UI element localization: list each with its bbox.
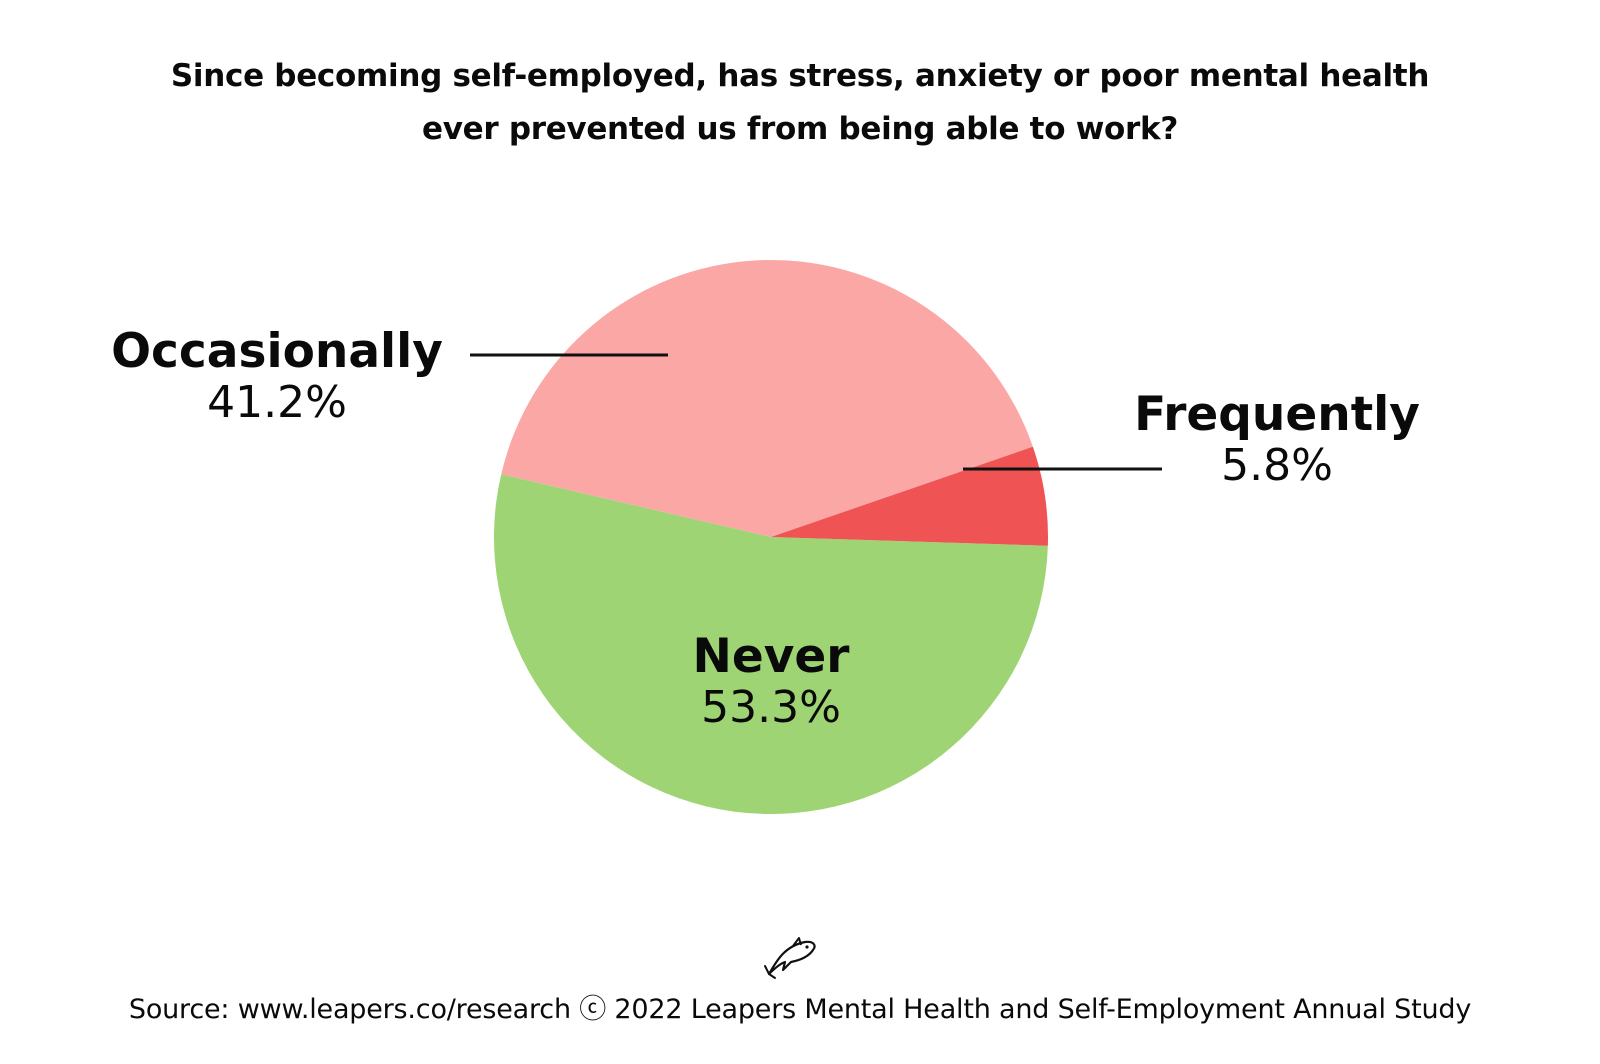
chart-title-line-2: ever prevented us from being able to wor… [421,111,1179,147]
chart-title-line-1: Since becoming self-employed, has stress… [170,58,1430,94]
chart-title: Since becoming self-employed, has stress… [0,50,1600,156]
slice-value-never: 53.3% [701,682,841,733]
pie-slice-frequently [771,446,1048,546]
pie-slice-never [493,474,1048,815]
slice-label-frequently: Frequently [1134,387,1420,442]
leaping-fish-icon [764,937,816,979]
slice-label-occasionally: Occasionally [111,324,443,379]
slice-value-frequently: 5.8% [1221,440,1333,491]
pie-slice-occasionally [501,260,1033,537]
slice-value-occasionally: 41.2% [207,377,347,428]
source-credit: Source: www.leapers.co/research ⓒ 2022 L… [128,994,1472,1025]
slice-label-never: Never [693,629,851,684]
